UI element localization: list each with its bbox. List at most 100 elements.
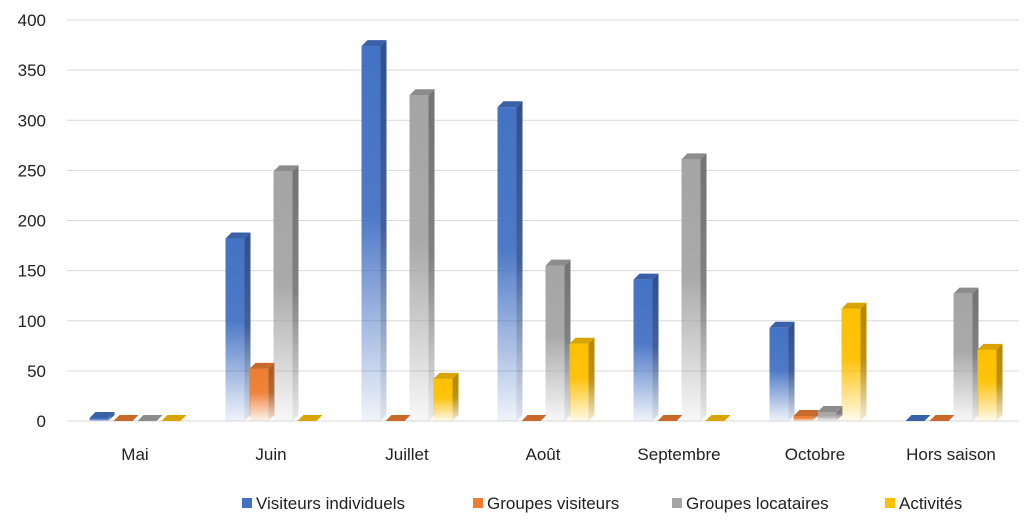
x-tick-label: Août xyxy=(526,445,561,464)
bar xyxy=(385,415,411,421)
bar-side xyxy=(700,153,707,421)
bar-top xyxy=(817,405,843,412)
x-tick-label: Hors saison xyxy=(906,445,996,464)
bars xyxy=(89,40,1003,421)
bar xyxy=(569,337,595,421)
bar-top xyxy=(569,337,595,344)
bar-side xyxy=(972,287,979,421)
bar-side xyxy=(788,321,795,421)
bar-top xyxy=(681,153,707,160)
bar xyxy=(817,405,843,421)
bar-group xyxy=(89,411,187,421)
bar-top xyxy=(657,415,683,421)
legend-item: Groupes visiteurs xyxy=(473,494,619,513)
bar-top xyxy=(841,302,867,309)
bar-top xyxy=(361,40,387,47)
bar xyxy=(361,40,387,421)
legend-item: Groupes locataires xyxy=(672,494,829,513)
bar-side xyxy=(380,40,387,421)
legend-item: Activités xyxy=(885,494,962,513)
bar-top xyxy=(633,273,659,280)
legend-swatch xyxy=(473,498,483,508)
x-tick-label: Octobre xyxy=(785,445,845,464)
bar-top xyxy=(409,89,435,96)
bar xyxy=(225,232,251,421)
bar xyxy=(249,362,275,421)
bar-top xyxy=(521,415,547,421)
bar-front xyxy=(769,327,789,421)
bar-group xyxy=(769,302,867,421)
bar-front xyxy=(953,293,973,421)
bar-side xyxy=(428,89,435,421)
bar xyxy=(409,89,435,421)
legend-swatch xyxy=(242,498,252,508)
bar xyxy=(841,302,867,421)
y-tick-label: 250 xyxy=(18,161,46,180)
bar-front xyxy=(681,159,701,421)
bar-front xyxy=(793,415,813,421)
y-tick-label: 50 xyxy=(27,362,46,381)
bar-top xyxy=(793,409,819,416)
y-tick-label: 350 xyxy=(18,61,46,80)
bar-side xyxy=(244,232,251,421)
bar-front xyxy=(225,238,245,421)
bar-front xyxy=(497,107,517,421)
bar xyxy=(929,415,955,421)
gridlines xyxy=(67,19,1019,422)
bar xyxy=(113,415,139,421)
legend-item: Visiteurs individuels xyxy=(242,494,405,513)
legend-label: Groupes visiteurs xyxy=(487,494,619,513)
bar xyxy=(545,259,571,421)
bar-top xyxy=(89,411,115,418)
y-tick-label: 400 xyxy=(18,11,46,30)
bar-front xyxy=(545,265,565,421)
y-tick-label: 150 xyxy=(18,262,46,281)
x-tick-label: Juillet xyxy=(385,445,429,464)
bar xyxy=(521,415,547,421)
bar-side xyxy=(860,302,867,421)
bar-front xyxy=(841,308,861,421)
bar-side xyxy=(452,372,459,421)
bar-front xyxy=(409,95,429,421)
bar xyxy=(905,415,931,421)
bar xyxy=(681,153,707,421)
bar xyxy=(793,409,819,421)
x-tick-label: Mai xyxy=(121,445,148,464)
bar xyxy=(633,273,659,421)
bar-side xyxy=(292,165,299,421)
bar-front xyxy=(817,411,837,421)
bar-group xyxy=(497,101,595,421)
bar-top xyxy=(161,415,187,421)
legend: Visiteurs individuels Groupes visiteurs Gr… xyxy=(242,494,962,513)
bar-side xyxy=(836,405,843,421)
legend-label: Activités xyxy=(899,494,962,513)
bar-top xyxy=(113,415,139,421)
bar xyxy=(705,415,731,421)
y-tick-label: 0 xyxy=(37,412,46,431)
legend-swatch xyxy=(885,498,895,508)
bar-group xyxy=(361,40,459,421)
y-tick-label: 100 xyxy=(18,312,46,331)
bar-front xyxy=(89,417,109,421)
bar-side xyxy=(516,101,523,421)
bar-side xyxy=(564,259,571,421)
bar-top xyxy=(497,101,523,108)
bar-front xyxy=(433,378,453,421)
bar xyxy=(161,415,187,421)
y-axis: 0 50 100 150 200 250 300 350 400 xyxy=(18,11,46,431)
legend-swatch xyxy=(672,498,682,508)
bar-top xyxy=(929,415,955,421)
legend-label: Visiteurs individuels xyxy=(256,494,405,513)
bar-top xyxy=(953,287,979,294)
bar-front xyxy=(977,349,997,421)
bar xyxy=(433,372,459,421)
bar-top xyxy=(297,415,323,421)
bar-side xyxy=(652,273,659,421)
bar-group xyxy=(633,153,731,421)
bar xyxy=(137,415,163,421)
bar-front xyxy=(569,343,589,421)
bar-top xyxy=(385,415,411,421)
bar-side xyxy=(588,337,595,421)
